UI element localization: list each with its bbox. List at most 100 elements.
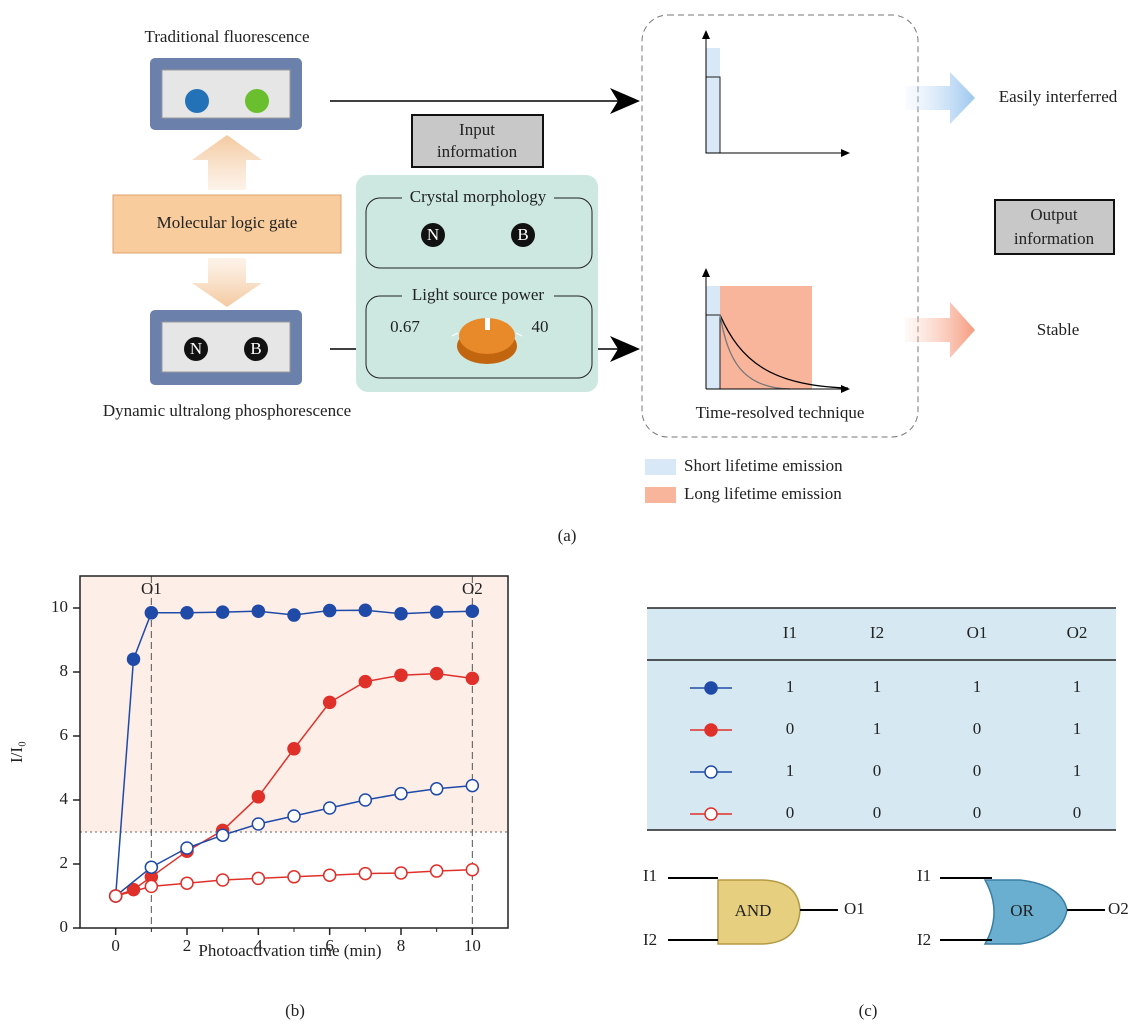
point bbox=[395, 867, 407, 879]
label: Input bbox=[459, 120, 495, 139]
point bbox=[324, 802, 336, 814]
gate-input: I1 bbox=[643, 866, 657, 885]
table-cell: 1 bbox=[873, 677, 882, 696]
gate-label: OR bbox=[1010, 901, 1034, 920]
table-header: I2 bbox=[870, 623, 884, 642]
gate-input: I1 bbox=[917, 866, 931, 885]
point bbox=[395, 669, 407, 681]
marker-label: O1 bbox=[141, 579, 162, 598]
panel-label: (c) bbox=[859, 1001, 878, 1020]
point bbox=[359, 794, 371, 806]
point bbox=[217, 829, 229, 841]
table-cell: 0 bbox=[873, 761, 882, 780]
x-tick-label: 0 bbox=[111, 936, 120, 955]
gate-output: O2 bbox=[1108, 899, 1129, 918]
y-tick-label: 2 bbox=[60, 853, 69, 872]
point bbox=[466, 780, 478, 792]
point bbox=[288, 743, 300, 755]
legend-swatch bbox=[645, 459, 676, 475]
arrow-head bbox=[702, 268, 710, 277]
row-symbol bbox=[705, 808, 717, 820]
label: 40 bbox=[532, 317, 549, 336]
label: B bbox=[250, 339, 261, 358]
point bbox=[395, 608, 407, 620]
point bbox=[217, 606, 229, 618]
label: N bbox=[190, 339, 202, 358]
table-header: O2 bbox=[1067, 623, 1088, 642]
point bbox=[466, 605, 478, 617]
table-cell: 0 bbox=[973, 761, 982, 780]
point bbox=[431, 606, 443, 618]
point bbox=[217, 874, 229, 886]
x-axis-label: Photoactivation time (min) bbox=[198, 941, 381, 960]
arrow bbox=[905, 302, 975, 358]
x-tick-label: 2 bbox=[183, 936, 192, 955]
gate-input: I2 bbox=[917, 930, 931, 949]
point bbox=[145, 861, 157, 873]
short-emission bbox=[706, 48, 720, 153]
device-window bbox=[162, 70, 290, 118]
point bbox=[288, 810, 300, 822]
point bbox=[181, 607, 193, 619]
y-tick-label: 4 bbox=[60, 789, 69, 808]
point bbox=[252, 605, 264, 617]
point bbox=[359, 868, 371, 880]
gate-output: O1 bbox=[844, 899, 865, 918]
y-tick-label: 10 bbox=[51, 597, 68, 616]
table-cell: 1 bbox=[873, 719, 882, 738]
arrow-head bbox=[702, 30, 710, 39]
point bbox=[324, 696, 336, 708]
y-tick-label: 0 bbox=[60, 917, 69, 936]
point bbox=[359, 604, 371, 616]
label: Easily interferred bbox=[999, 87, 1118, 106]
marker-label: O2 bbox=[462, 579, 483, 598]
dot bbox=[185, 89, 209, 113]
figure: Traditional fluorescence Molecular logic… bbox=[0, 0, 1134, 1025]
y-tick-label: 6 bbox=[60, 725, 69, 744]
panel-label: (b) bbox=[285, 1001, 305, 1020]
table-cell: 1 bbox=[786, 677, 795, 696]
row-symbol bbox=[705, 682, 717, 694]
y-tick-label: 8 bbox=[60, 661, 69, 680]
knob-pointer bbox=[485, 318, 490, 330]
table-cell: 1 bbox=[1073, 719, 1082, 738]
legend-label: Short lifetime emission bbox=[684, 456, 843, 475]
point bbox=[431, 668, 443, 680]
label: Dynamic ultralong phosphorescence bbox=[103, 401, 351, 420]
arrow-head bbox=[841, 385, 850, 393]
point bbox=[466, 672, 478, 684]
gate-label: AND bbox=[735, 901, 772, 920]
label: N bbox=[427, 225, 439, 244]
table-cell: 0 bbox=[1073, 803, 1082, 822]
point bbox=[181, 842, 193, 854]
row-symbol bbox=[705, 766, 717, 778]
point bbox=[128, 653, 140, 665]
label: information bbox=[1014, 229, 1095, 248]
point bbox=[324, 869, 336, 881]
table-cell: 0 bbox=[973, 803, 982, 822]
point bbox=[252, 818, 264, 830]
point bbox=[431, 783, 443, 795]
short-emission bbox=[706, 286, 720, 389]
point bbox=[324, 605, 336, 617]
y-axis-label: I/I₀ bbox=[7, 741, 26, 763]
point bbox=[288, 609, 300, 621]
legend-label: Long lifetime emission bbox=[684, 484, 842, 503]
table-cell: 0 bbox=[873, 803, 882, 822]
label: Crystal morphology bbox=[410, 187, 547, 206]
table-cell: 0 bbox=[786, 803, 795, 822]
label: B bbox=[517, 225, 528, 244]
table-cell: 0 bbox=[786, 719, 795, 738]
arrow bbox=[192, 258, 262, 307]
point bbox=[252, 872, 264, 884]
device-window bbox=[162, 322, 290, 372]
arrow-head bbox=[841, 149, 850, 157]
x-tick-label: 10 bbox=[464, 936, 481, 955]
label: Traditional fluorescence bbox=[144, 27, 309, 46]
table-cell: 1 bbox=[786, 761, 795, 780]
point bbox=[466, 864, 478, 876]
dot bbox=[245, 89, 269, 113]
point bbox=[359, 676, 371, 688]
gate-input: I2 bbox=[643, 930, 657, 949]
